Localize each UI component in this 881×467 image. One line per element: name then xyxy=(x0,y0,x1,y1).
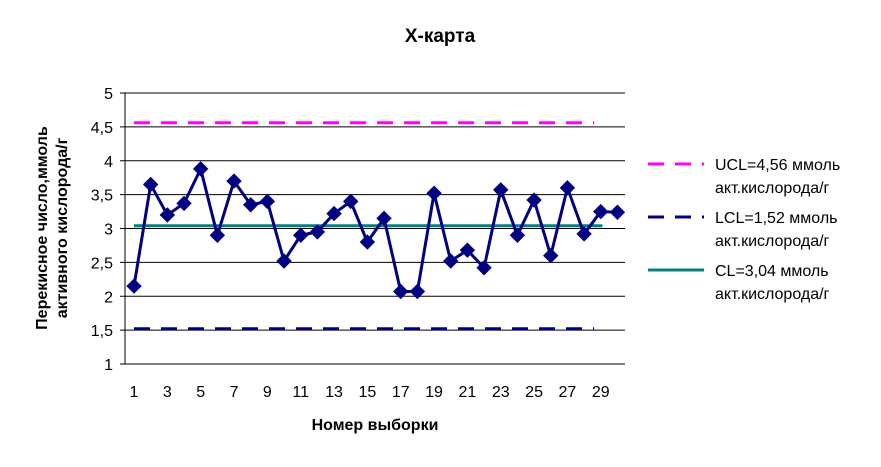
data-point-marker xyxy=(242,197,259,213)
data-point-marker xyxy=(259,193,276,210)
x-tick-label: 11 xyxy=(292,384,309,401)
plot-area: 11,522,533,544,551 3 5 7 9 11 13 15 17 19 21 23 25 27… xyxy=(91,86,626,401)
x-tick-label: 15 xyxy=(358,384,376,401)
data-point-marker xyxy=(292,227,309,243)
data-point-marker xyxy=(126,278,142,294)
y-tick-label: 4,5 xyxy=(91,120,113,137)
legend-label-lcl: LCL=1,52 ммоль xyxy=(715,210,838,227)
x-tick-label: 3 xyxy=(163,384,172,401)
legend-label-ucl: акт.кислорода/г xyxy=(715,180,830,197)
legend-label-cl: CL=3,04 ммоль xyxy=(715,263,829,280)
x-tick-label: 7 xyxy=(230,384,239,401)
data-point-marker xyxy=(493,182,509,198)
y-tick-label: 1,5 xyxy=(91,323,113,340)
y-tick-label: 1 xyxy=(104,357,113,374)
data-point-marker xyxy=(509,227,526,243)
y-tick-label: 4 xyxy=(104,154,113,171)
data-point-marker xyxy=(309,224,326,240)
chart-title: X-карта xyxy=(405,26,476,47)
legend-label-lcl: акт.кислорода/г xyxy=(715,233,830,250)
data-point-marker xyxy=(192,161,209,177)
data-point-marker xyxy=(593,203,609,220)
y-axis-title-line-1: Перекисное число,ммоль xyxy=(34,126,51,330)
data-point-marker xyxy=(343,193,359,210)
data-point-marker xyxy=(576,226,592,242)
data-point-marker xyxy=(393,283,409,300)
data-point-marker xyxy=(426,185,442,201)
y-tick-label: 3 xyxy=(104,222,113,239)
data-point-marker xyxy=(543,247,559,264)
y-axis-title: Перекисное число,ммоль активного кислоро… xyxy=(34,126,71,330)
data-point-marker xyxy=(476,260,492,276)
data-point-marker xyxy=(459,242,476,258)
data-point-marker xyxy=(359,234,376,250)
series-line xyxy=(132,167,618,294)
x-tick-label: 1 xyxy=(130,384,139,401)
data-point-marker xyxy=(159,207,176,223)
legend-label-cl: акт.кислорода/г xyxy=(715,286,830,303)
x-tick-label: 17 xyxy=(392,384,410,401)
data-point-marker xyxy=(559,180,576,196)
x-tick-label: 29 xyxy=(592,384,610,401)
x-tick-label: 5 xyxy=(196,384,205,401)
x-axis-title: Номер выборки xyxy=(312,417,439,434)
data-point-marker xyxy=(376,210,392,227)
data-point-marker xyxy=(409,283,426,300)
y-tick-label: 5 xyxy=(104,86,113,103)
x-tick-label: 13 xyxy=(325,384,343,401)
data-point-marker xyxy=(526,192,542,208)
x-tick-label: 9 xyxy=(263,384,272,401)
legend-label-ucl: UCL=4,56 ммоль xyxy=(715,157,840,174)
y-axis-title-line-2: активного кислорода/г xyxy=(54,137,71,318)
x-tick-label: 21 xyxy=(459,384,477,401)
data-point-marker xyxy=(326,205,342,222)
x-tick-label: 19 xyxy=(425,384,443,401)
data-point-marker xyxy=(609,204,626,220)
legend: UCL=4,56 ммоль акт.кислорода/г LCL=1,52 мм… xyxy=(648,157,840,303)
data-point-marker xyxy=(209,227,226,243)
data-point-marker xyxy=(142,176,159,193)
data-point-marker xyxy=(226,173,242,189)
y-tick-label: 3,5 xyxy=(91,188,113,205)
data-point-marker xyxy=(276,253,292,269)
y-tick-label: 2 xyxy=(104,289,113,306)
x-tick-label: 27 xyxy=(559,384,577,401)
data-point-marker xyxy=(176,195,192,212)
x-tick-label: 25 xyxy=(525,384,543,401)
data-point-marker xyxy=(443,253,459,269)
x-tick-label: 23 xyxy=(492,384,510,401)
y-tick-label: 2,5 xyxy=(91,255,113,272)
